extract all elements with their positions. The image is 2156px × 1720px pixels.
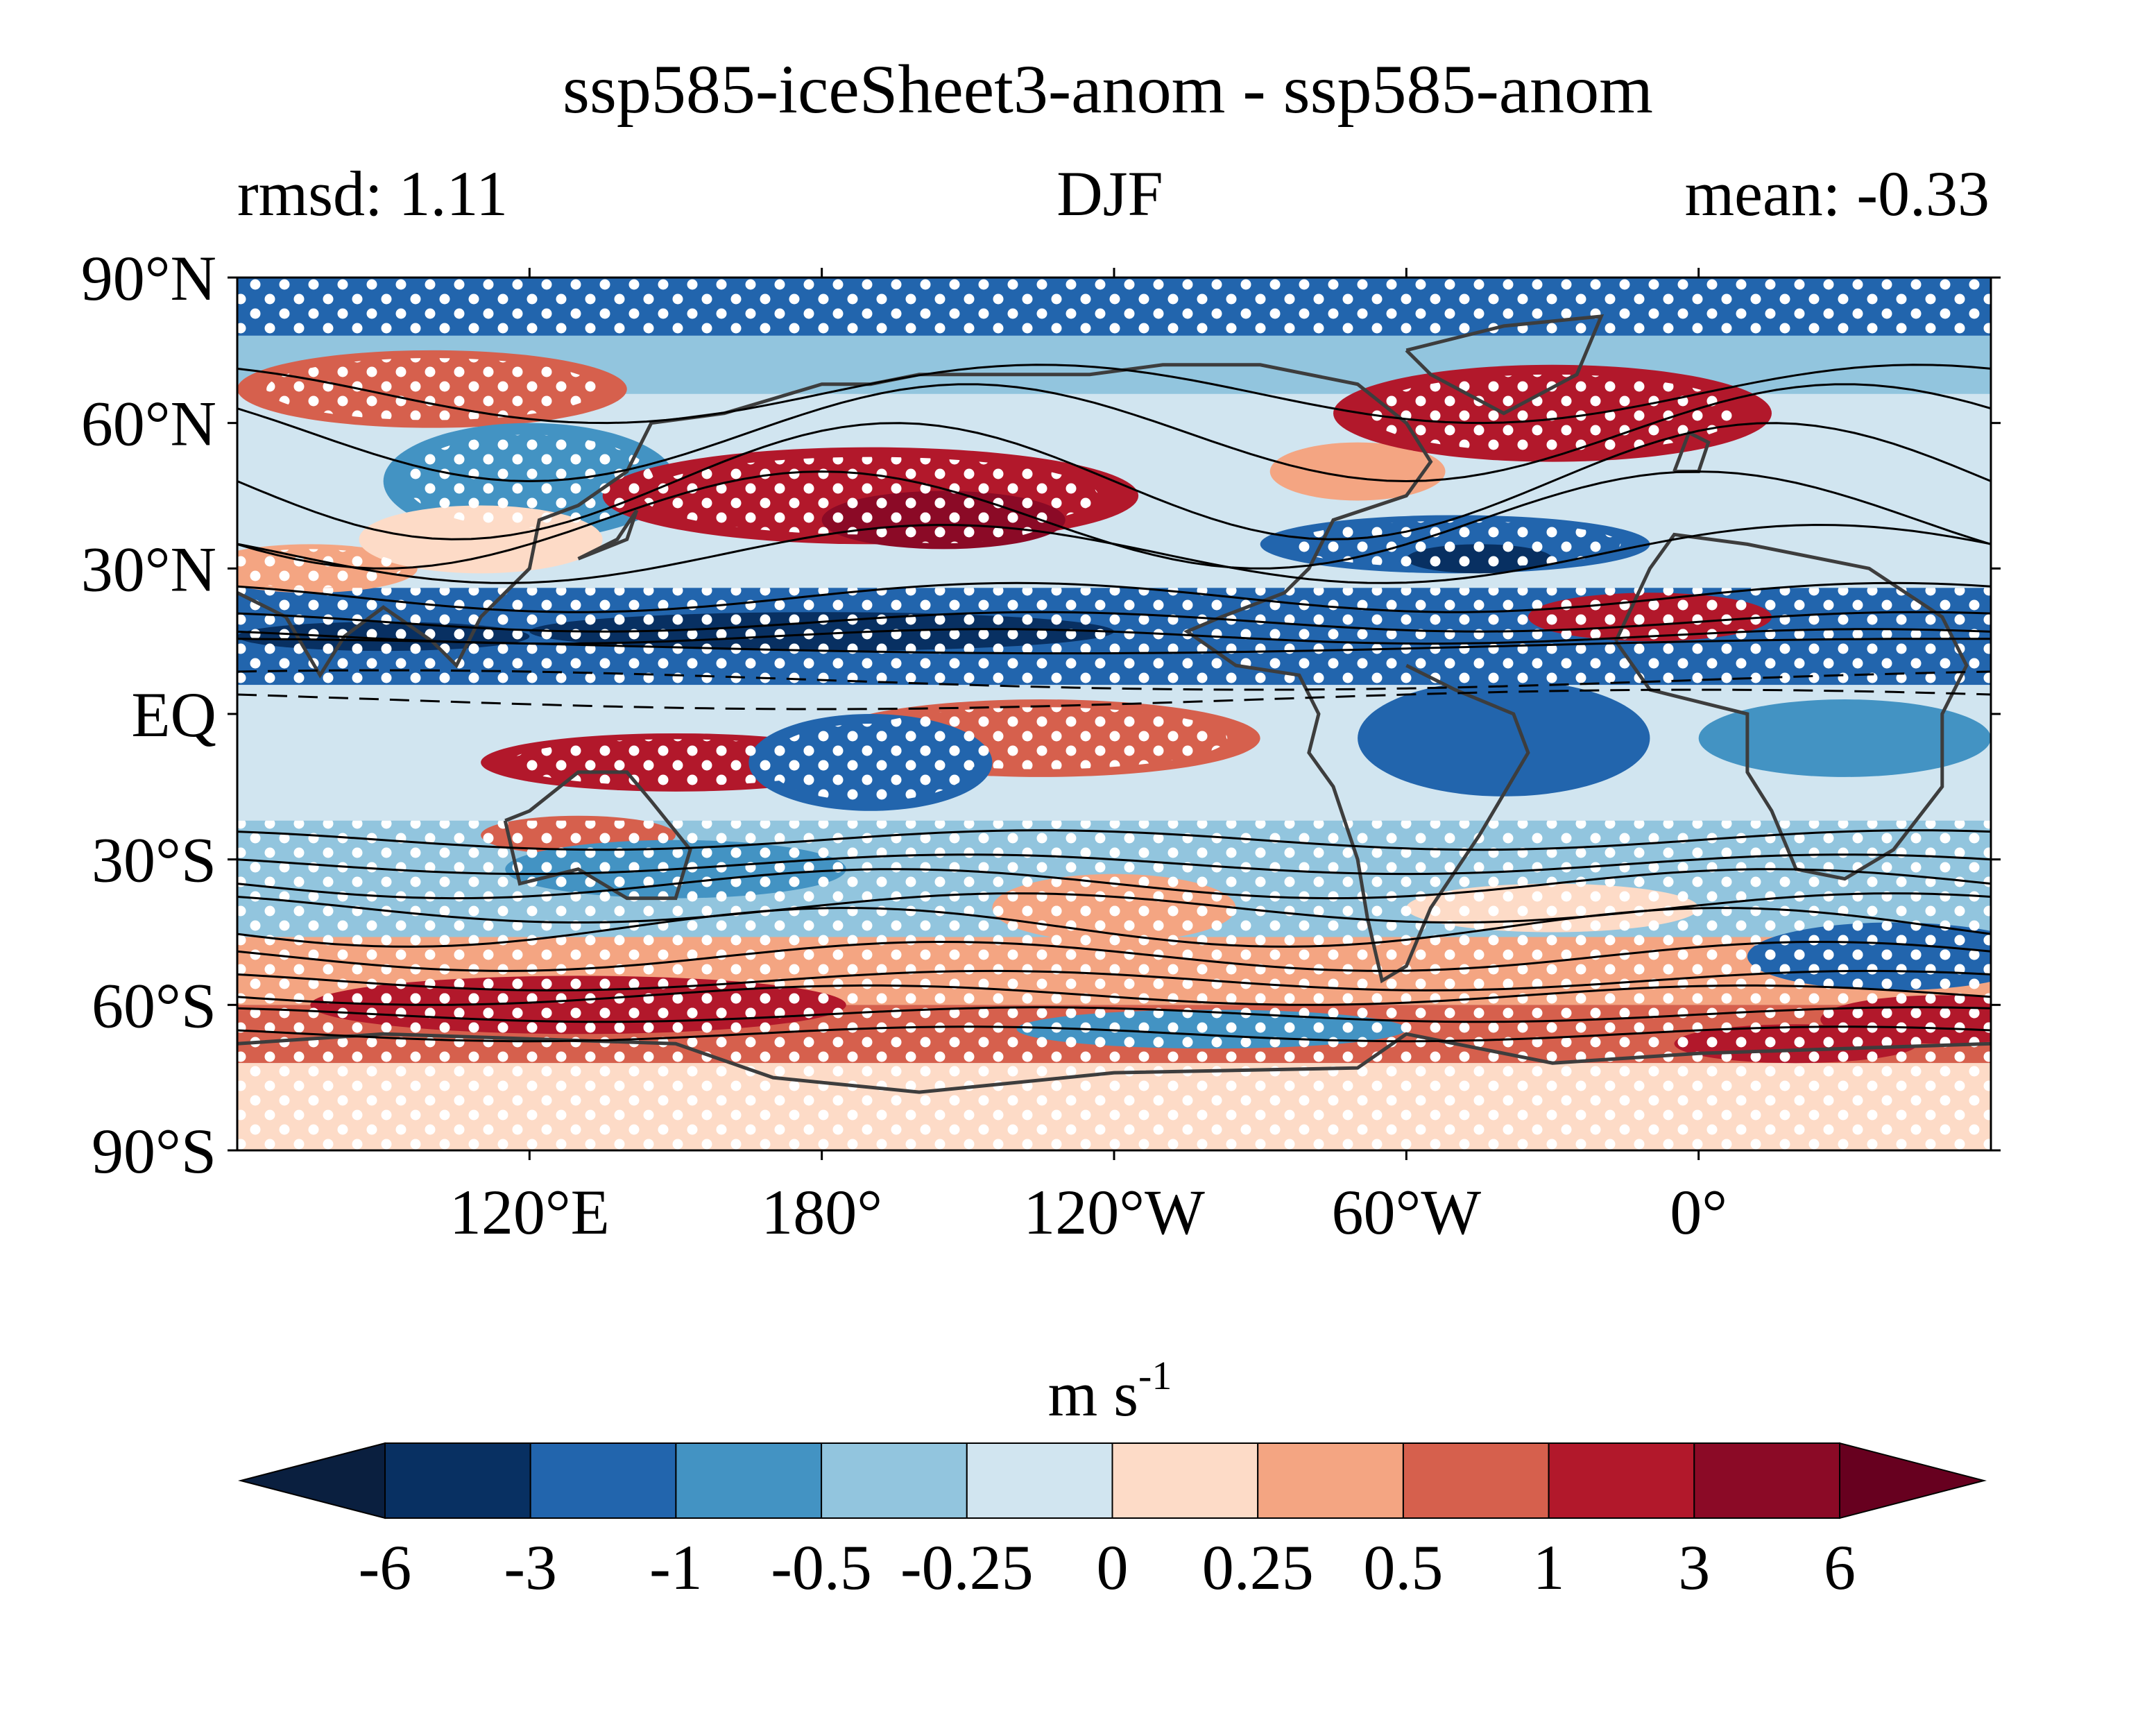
contour-line — [237, 364, 1991, 425]
contour-line — [237, 892, 1991, 923]
colorbar-bin — [384, 1442, 531, 1519]
colorbar-tick-label: 0 — [1097, 1532, 1129, 1603]
stipple-patch — [1769, 929, 1991, 984]
lon-tick-label: 120°E — [450, 1177, 610, 1248]
stipple-patch — [237, 549, 402, 588]
contour-line — [237, 383, 1991, 483]
coastline — [237, 363, 1530, 984]
contour-line — [237, 638, 1991, 655]
colorbar-units: m s-1 — [1048, 1353, 1172, 1429]
stipple-band — [237, 278, 1991, 336]
contour-line — [237, 688, 1991, 710]
colorbar-tick-label: 6 — [1824, 1532, 1856, 1603]
stipple-patch — [1010, 880, 1218, 935]
stipple-patch — [767, 723, 975, 801]
colorbar-bin — [675, 1442, 823, 1519]
contour-line — [237, 907, 1991, 948]
colorbar-tick-label: -0.25 — [900, 1532, 1034, 1603]
lat-tick-label: 90°N — [81, 243, 216, 314]
contour-line — [237, 1006, 1991, 1023]
stipple-patch — [840, 496, 1047, 543]
colorbar-bin — [1548, 1442, 1695, 1519]
stipple-patch — [1289, 520, 1621, 568]
map-axis-ticks: 90°N 60°N 30°N EQ 30°S 60°S 90°S 120°E 180° 120°W… — [81, 243, 2001, 1248]
contour-line — [237, 969, 1991, 991]
lat-tick-label: 60°N — [81, 389, 216, 459]
lat-tick-label: 60°S — [92, 970, 216, 1041]
colorbar-tick-label: -6 — [359, 1532, 412, 1603]
colorbar-bin — [966, 1442, 1113, 1519]
coastline — [1614, 532, 1969, 881]
coastline — [577, 509, 639, 561]
stipple-patch — [1546, 597, 1754, 637]
contour-line — [237, 853, 1991, 876]
anomaly-blob — [1772, 481, 1991, 559]
lat-tick-label: 30°S — [92, 825, 216, 896]
anomaly-blob — [1358, 680, 1650, 797]
figure-title: ssp585-iceSheet3-anom - ssp585-anom — [563, 51, 1653, 128]
contour-line — [237, 581, 1991, 613]
colorbar-bin — [529, 1442, 677, 1519]
map-panel: 90°N 60°N 30°N EQ 30°S 60°S 90°S 120°E 180° 120°W… — [81, 243, 2001, 1248]
colorbar-tick-label: 3 — [1678, 1532, 1710, 1603]
contour-line — [237, 422, 1991, 540]
coastline — [1405, 314, 1605, 416]
lon-tick-label: 0° — [1670, 1177, 1727, 1248]
contour-line — [237, 523, 1991, 584]
contour-line — [237, 829, 1991, 851]
climatology-contours — [237, 364, 1991, 1043]
anomaly-blob — [1698, 699, 1991, 777]
rmsd-label: rmsd: 1.11 — [237, 158, 508, 229]
colorbar-tick-label: -3 — [504, 1532, 557, 1603]
stipple-patch — [510, 739, 841, 786]
stipple-patch — [1838, 1000, 1991, 1039]
contour-line — [237, 1025, 1991, 1043]
colorbar-extend-high — [1839, 1442, 1987, 1519]
colorbar-bin — [1257, 1442, 1404, 1519]
colorbar-tick-label: 0.5 — [1363, 1532, 1443, 1603]
lon-tick-label: 180° — [761, 1177, 882, 1248]
contour-line — [237, 669, 1991, 691]
stipple-patch — [1366, 374, 1739, 452]
colorbar-tick-label: -0.5 — [771, 1532, 872, 1603]
contour-line — [237, 868, 1991, 900]
colorbar-tick-label: 1 — [1533, 1532, 1565, 1603]
colorbar-tick-label: -1 — [649, 1532, 703, 1603]
stipple-band — [237, 1063, 1991, 1150]
colorbar-tick-label: 0.25 — [1202, 1532, 1314, 1603]
units-exponent: -1 — [1138, 1353, 1172, 1398]
lon-tick-label: 60°W — [1332, 1177, 1482, 1248]
colorbar-bin — [821, 1442, 968, 1519]
contour-line — [237, 611, 1991, 633]
colorbar-bin — [1111, 1442, 1259, 1519]
units-base: m s — [1048, 1359, 1138, 1429]
lat-tick-label: 90°S — [92, 1116, 216, 1186]
lon-tick-label: 120°W — [1023, 1177, 1205, 1248]
colorbar-bin — [1693, 1442, 1841, 1519]
contour-line — [237, 940, 1991, 972]
contour-line — [237, 984, 1991, 1006]
lat-tick-label: EQ — [131, 679, 216, 750]
season-label: DJF — [1056, 158, 1163, 229]
stipple-patch — [266, 358, 598, 420]
colorbar-extend-low — [238, 1442, 386, 1519]
lat-tick-label: 30°N — [81, 534, 216, 604]
colorbar: -6 -3 -1 -0.5 -0.25 0 0.25 0.5 1 3 6 — [238, 1442, 1987, 1603]
colorbar-bin — [1402, 1442, 1550, 1519]
mean-label: mean: -0.33 — [1685, 158, 1990, 229]
anomaly-blob — [1269, 442, 1446, 501]
